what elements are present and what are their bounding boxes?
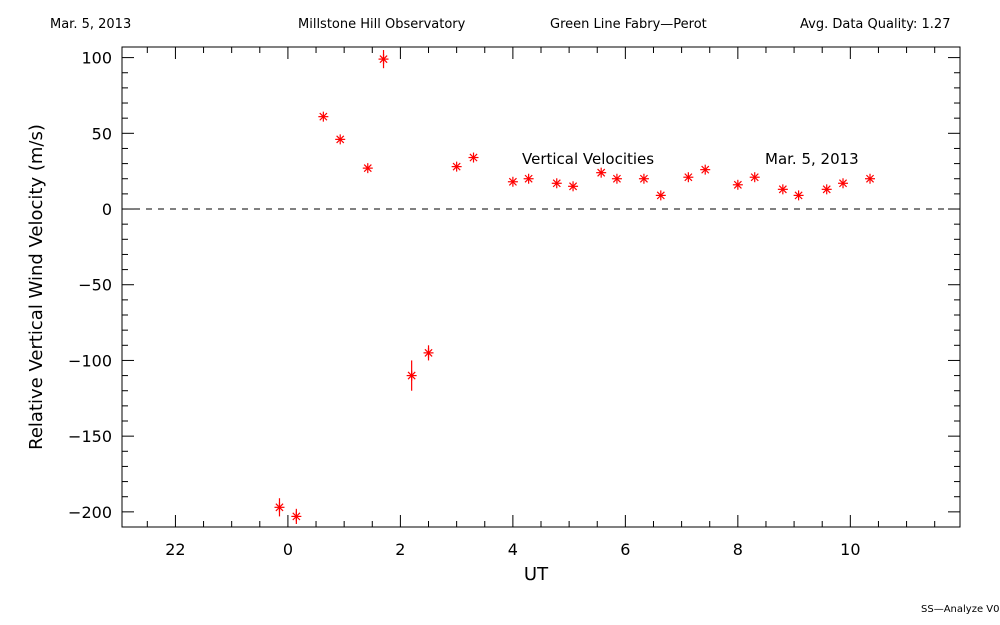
- footer-version: SS—Analyze V05: [921, 604, 1000, 615]
- marker-stroke: [822, 185, 831, 194]
- data-point: [611, 173, 622, 184]
- y-axis-title: Relative Vertical Wind Velocity (m/s): [26, 124, 47, 450]
- marker-stroke: [336, 135, 345, 144]
- marker-stroke: [508, 177, 517, 186]
- marker-stroke: [379, 55, 388, 64]
- annotation-date: Mar. 5, 2013: [765, 150, 859, 168]
- data-points: [274, 50, 876, 524]
- marker-stroke: [292, 512, 301, 521]
- data-point: [551, 178, 562, 189]
- header-date: Mar. 5, 2013: [50, 17, 132, 32]
- data-point: [777, 184, 788, 195]
- marker-stroke: [639, 174, 648, 183]
- y-tick-label: −100: [68, 351, 112, 370]
- y-tick-label: −200: [68, 503, 112, 522]
- marker-stroke: [569, 182, 578, 191]
- marker-stroke: [733, 180, 742, 189]
- header-observatory: Millstone Hill Observatory: [298, 17, 466, 32]
- x-tick-label: 0: [283, 540, 293, 559]
- marker-stroke: [750, 173, 759, 182]
- marker-stroke: [701, 165, 710, 174]
- data-point: [423, 345, 434, 361]
- marker-stroke: [469, 153, 478, 162]
- x-tick-label: 2: [395, 540, 405, 559]
- marker-stroke: [363, 164, 372, 173]
- y-tick-label: −150: [68, 427, 112, 446]
- marker-stroke: [684, 173, 693, 182]
- marker-stroke: [597, 168, 606, 177]
- data-point: [335, 134, 346, 145]
- data-point: [732, 179, 743, 190]
- data-point: [865, 173, 876, 184]
- data-point: [507, 176, 518, 187]
- data-point: [838, 178, 849, 189]
- marker-stroke: [612, 174, 621, 183]
- data-point: [568, 181, 579, 192]
- marker-stroke: [319, 112, 328, 121]
- data-point: [638, 173, 649, 184]
- marker-stroke: [407, 371, 416, 380]
- y-tick-label: 0: [102, 200, 112, 219]
- data-point: [700, 164, 711, 175]
- data-point: [655, 190, 666, 201]
- marker-stroke: [452, 162, 461, 171]
- header-instrument: Green Line Fabry—Perot: [550, 17, 707, 32]
- x-axis: 22 0 2 4 6 8 10: [146, 47, 936, 559]
- marker-stroke: [524, 174, 533, 183]
- marker-stroke: [865, 174, 875, 183]
- data-point: [406, 360, 417, 391]
- y-tick-label: −50: [78, 276, 112, 295]
- data-point: [318, 111, 329, 122]
- data-point: [596, 167, 607, 178]
- x-tick-label: 8: [733, 540, 743, 559]
- x-axis-title: UT: [524, 564, 549, 585]
- data-point: [821, 184, 832, 195]
- header-data-quality: Avg. Data Quality: 1.27: [800, 17, 951, 32]
- marker-stroke: [656, 191, 665, 200]
- data-point: [274, 498, 285, 517]
- data-point: [291, 508, 302, 524]
- marker-stroke: [838, 179, 848, 188]
- marker-stroke: [794, 191, 803, 200]
- data-point: [468, 152, 479, 163]
- marker-stroke: [275, 503, 284, 512]
- plot-frame: [121, 46, 961, 528]
- marker-stroke: [778, 185, 787, 194]
- marker-stroke: [552, 179, 561, 188]
- data-point: [378, 50, 389, 69]
- y-tick-label: 50: [92, 124, 112, 143]
- x-tick-label: 10: [840, 540, 860, 559]
- y-axis: 100 50 0 −50 −100 −150 −200: [68, 49, 960, 522]
- data-point: [749, 172, 760, 183]
- x-tick-label: 6: [620, 540, 630, 559]
- data-point: [683, 172, 694, 183]
- data-point: [362, 163, 373, 174]
- marker-stroke: [424, 348, 433, 357]
- data-point: [523, 173, 534, 184]
- data-point: [451, 161, 462, 172]
- annotation-title: Vertical Velocities: [522, 150, 654, 168]
- y-tick-label: 100: [81, 49, 112, 68]
- data-point: [793, 190, 804, 201]
- x-tick-label: 4: [508, 540, 518, 559]
- x-tick-label: 22: [165, 540, 185, 559]
